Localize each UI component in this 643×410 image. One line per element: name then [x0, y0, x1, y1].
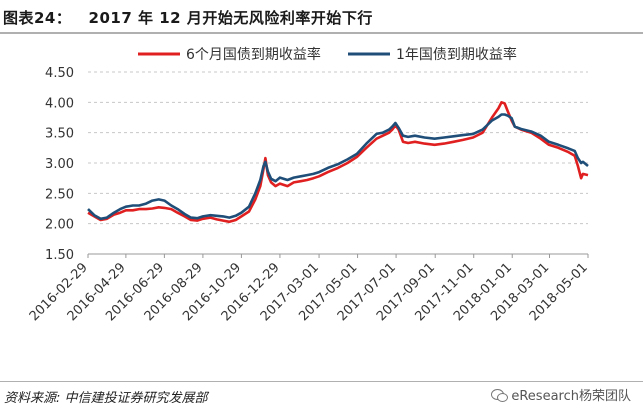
- y-tick-label: 2.50: [45, 187, 74, 202]
- y-tick-label: 4.00: [45, 96, 74, 111]
- x-axis: 2016-02-292016-04-292016-06-292016-08-29…: [27, 253, 591, 324]
- series-1y-line: [87, 113, 589, 221]
- footer-divider: [0, 381, 643, 382]
- watermark-text: eResearch杨荣团队: [511, 389, 631, 404]
- legend-label: 6个月国债到期收益率: [186, 46, 321, 63]
- line-chart: 4.50 4.00 3.50 3.00 2.50 2.00 1.50 2016-02-292…: [27, 46, 591, 324]
- y-tick-label: 4.50: [45, 66, 74, 81]
- figure-header: 图表24： 2017 年 12 月开始无风险利率开始下行: [0, 0, 643, 34]
- source-note: 资料来源: 中信建投证券研究发展部: [4, 391, 208, 406]
- y-tick-label: 3.50: [45, 127, 74, 142]
- legend: 6个月国债到期收益率 1年国债到期收益率: [138, 46, 517, 63]
- series-6m-line: [87, 101, 589, 224]
- figure-title: 图表24： 2017 年 12 月开始无风险利率开始下行: [3, 9, 373, 27]
- watermark: eResearch杨荣团队: [491, 385, 631, 404]
- y-axis-ticks: 4.50 4.00 3.50 3.00 2.50 2.00 1.50: [45, 66, 74, 263]
- y-tick-label: 2.00: [45, 218, 74, 233]
- wechat-icon: [491, 388, 509, 402]
- series-lines: [87, 101, 589, 224]
- title-divider: [0, 32, 643, 34]
- legend-label: 1年国债到期收益率: [396, 46, 517, 63]
- y-tick-label: 3.00: [45, 157, 74, 172]
- y-tick-label: 1.50: [45, 248, 74, 263]
